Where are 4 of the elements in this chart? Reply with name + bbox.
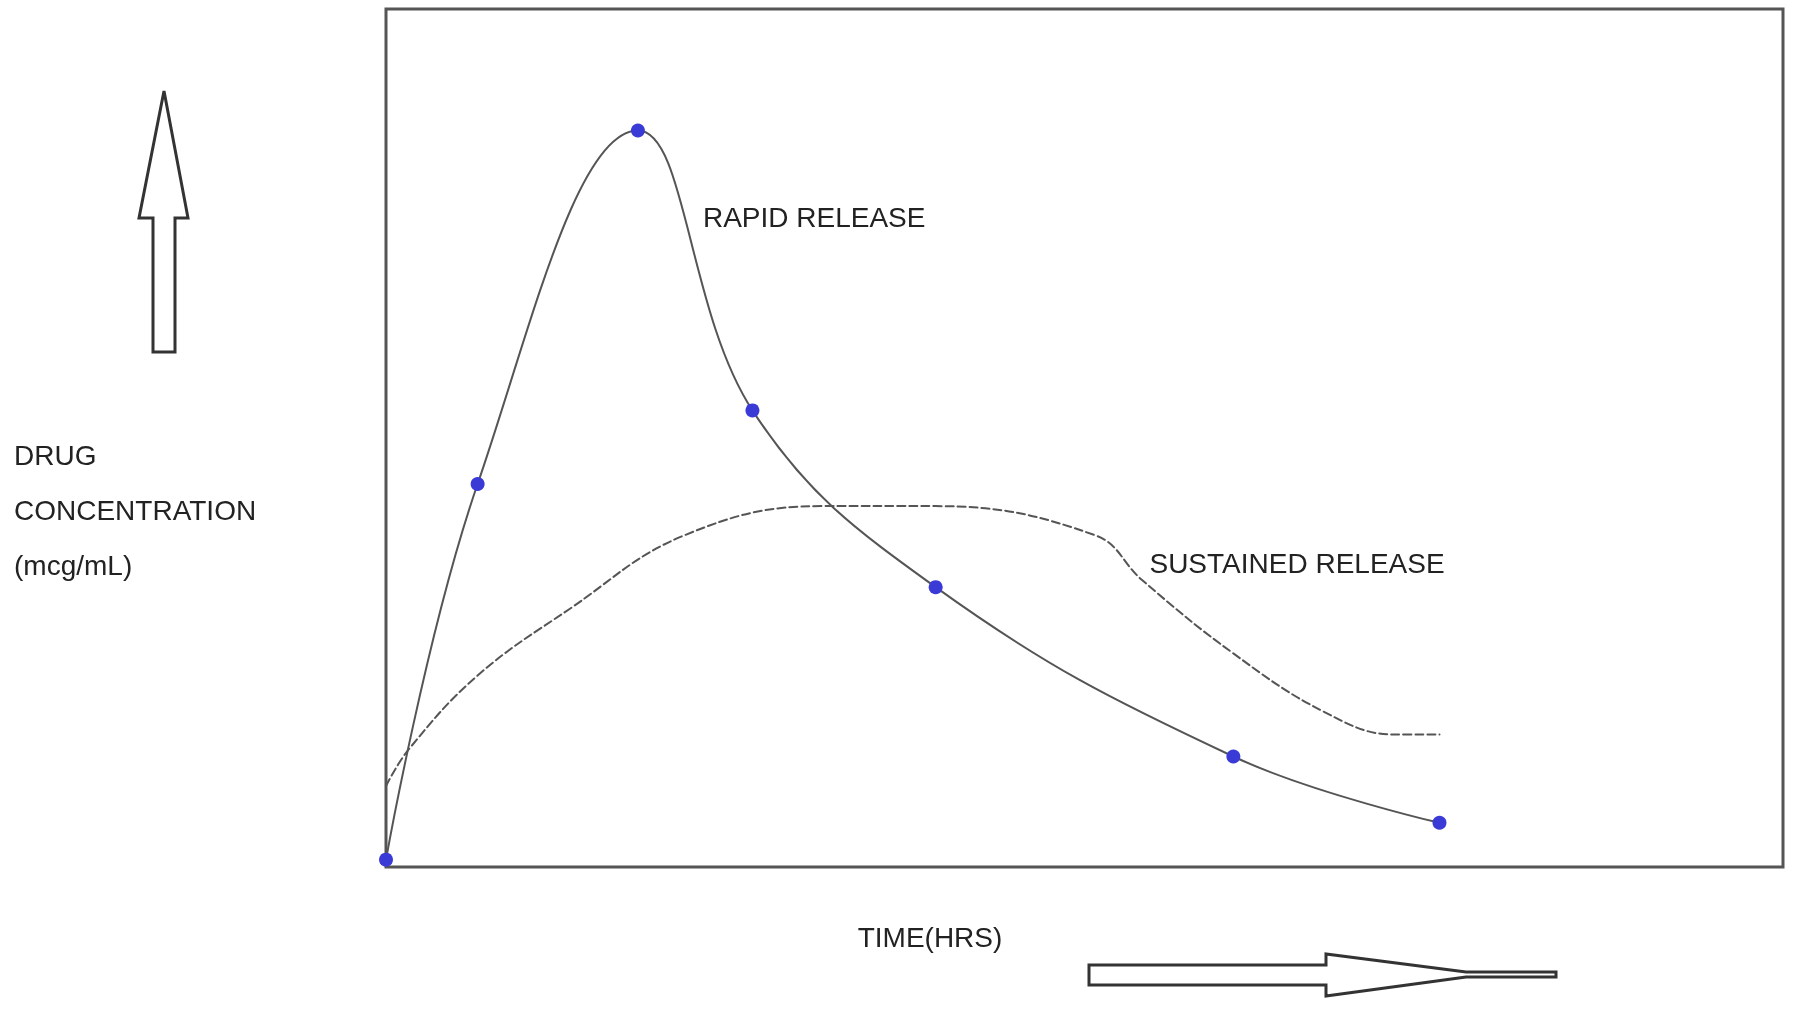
y-axis-title: DRUG CONCENTRATION (mcg/mL) [14,439,258,583]
series-label: SUSTAINED RELEASE [1149,547,1445,579]
x-axis-title: TIME(HRS) [856,922,1004,954]
series-label: RAPID RELEASE [702,202,926,234]
